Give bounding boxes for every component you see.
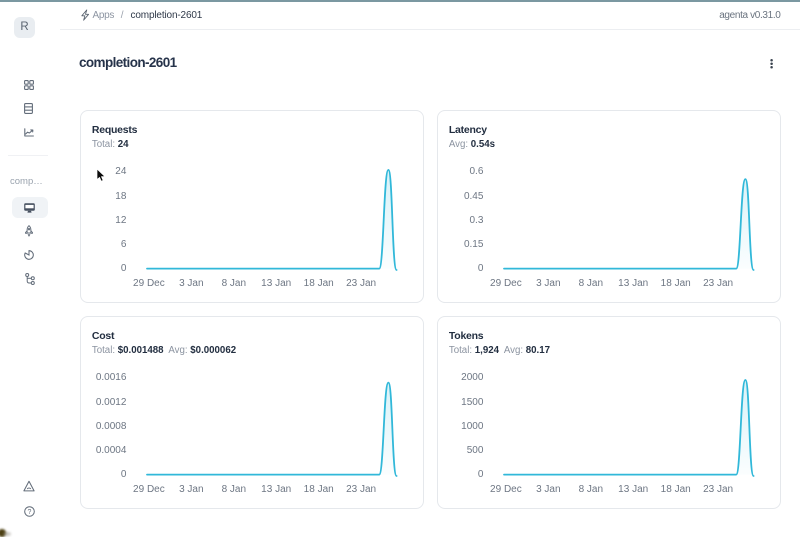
svg-text:?: ? bbox=[27, 509, 31, 516]
